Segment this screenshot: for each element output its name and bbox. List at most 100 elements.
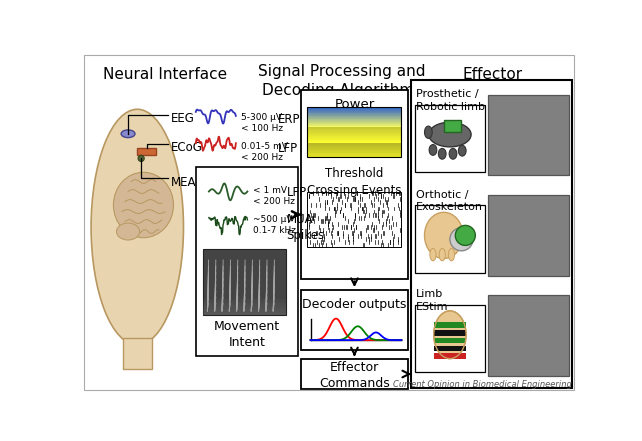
Bar	[308, 140, 401, 141]
Ellipse shape	[116, 223, 139, 240]
Ellipse shape	[429, 145, 437, 155]
Bar	[203, 313, 286, 315]
Text: Signal Processing and
Decoding Algorithms: Signal Processing and Decoding Algorithm…	[258, 64, 426, 98]
Text: Neural Interface: Neural Interface	[103, 67, 227, 82]
Bar	[308, 131, 401, 132]
Bar	[308, 111, 401, 112]
Bar	[308, 149, 401, 150]
Text: Threshold
Crossing Events: Threshold Crossing Events	[307, 167, 402, 197]
Bar	[434, 322, 466, 328]
Bar	[308, 130, 401, 131]
Text: Effector: Effector	[462, 67, 523, 82]
Bar	[308, 142, 401, 143]
Text: Current Opinion in Biomedical Engineering: Current Opinion in Biomedical Engineerin…	[393, 380, 571, 389]
Bar	[308, 133, 401, 134]
Bar	[308, 108, 401, 109]
Text: Decoder outputs: Decoder outputs	[302, 298, 406, 311]
Text: Prosthetic /
Robotic limb: Prosthetic / Robotic limb	[416, 89, 485, 112]
Bar	[489, 195, 569, 276]
Bar	[308, 136, 401, 137]
Bar	[308, 122, 401, 123]
Bar	[301, 359, 408, 389]
Bar	[434, 330, 466, 336]
Bar	[308, 154, 401, 155]
Bar	[415, 206, 485, 273]
Bar	[308, 119, 401, 120]
Bar	[203, 304, 286, 306]
Bar	[308, 115, 401, 116]
Text: Movement
Intent: Movement Intent	[214, 320, 280, 349]
Bar	[308, 145, 401, 146]
Bar	[308, 139, 401, 140]
Bar	[434, 345, 466, 351]
Bar	[308, 143, 401, 144]
Ellipse shape	[91, 109, 184, 345]
Bar	[301, 90, 408, 279]
Ellipse shape	[458, 146, 466, 156]
Text: Limb
EStim: Limb EStim	[416, 289, 449, 312]
Ellipse shape	[450, 228, 473, 251]
Bar	[203, 309, 286, 310]
Bar	[308, 151, 401, 152]
Circle shape	[138, 155, 144, 161]
Text: ERP: ERP	[278, 113, 300, 126]
Bar	[203, 306, 286, 307]
Bar	[308, 107, 401, 157]
Bar	[308, 129, 401, 130]
Bar	[308, 137, 401, 138]
Bar	[308, 138, 401, 139]
Bar	[203, 249, 286, 315]
Text: ~500 μV
0.1-7 kHz: ~500 μV 0.1-7 kHz	[253, 215, 296, 235]
Bar	[308, 152, 401, 153]
Bar	[203, 299, 286, 301]
Text: LFP: LFP	[287, 186, 307, 199]
Bar	[308, 144, 401, 145]
Text: EEG: EEG	[170, 112, 195, 125]
Bar	[434, 338, 466, 343]
Ellipse shape	[114, 172, 173, 238]
Bar	[123, 338, 152, 369]
Ellipse shape	[430, 248, 436, 261]
Bar	[203, 310, 286, 312]
Ellipse shape	[121, 130, 135, 138]
Bar	[308, 113, 401, 114]
Bar	[308, 118, 401, 119]
Bar	[308, 117, 401, 118]
Bar	[308, 191, 401, 247]
Bar	[308, 148, 401, 149]
Bar	[308, 124, 401, 125]
Bar	[308, 123, 401, 124]
Text: Power: Power	[334, 97, 374, 111]
Bar	[308, 127, 401, 128]
Bar	[308, 155, 401, 156]
Ellipse shape	[439, 248, 446, 261]
Bar	[203, 312, 286, 313]
Bar	[308, 120, 401, 121]
Bar	[308, 116, 401, 117]
Bar	[308, 126, 401, 127]
Bar	[308, 121, 401, 122]
Bar	[308, 125, 401, 126]
Text: MEA: MEA	[170, 176, 196, 189]
Bar	[308, 134, 401, 135]
Bar	[137, 148, 156, 155]
Bar	[308, 112, 401, 113]
Ellipse shape	[424, 126, 432, 138]
Bar	[308, 132, 401, 133]
Circle shape	[455, 225, 475, 246]
Bar	[308, 107, 401, 108]
Ellipse shape	[448, 248, 455, 261]
Bar	[308, 142, 401, 143]
Bar	[203, 303, 286, 304]
Ellipse shape	[429, 122, 471, 147]
Text: MUA
Spikes: MUA Spikes	[287, 213, 325, 242]
Bar	[308, 141, 401, 142]
Ellipse shape	[434, 311, 466, 359]
Bar	[415, 305, 485, 373]
Text: 0.01-5 mV
< 200 Hz: 0.01-5 mV < 200 Hz	[241, 142, 288, 162]
Bar	[412, 80, 571, 388]
Text: Orthotic /
Exoskeleton: Orthotic / Exoskeleton	[416, 190, 483, 213]
Text: < 1 mV
< 200 Hz: < 1 mV < 200 Hz	[253, 186, 295, 206]
Bar	[489, 295, 569, 376]
Bar	[196, 167, 299, 355]
